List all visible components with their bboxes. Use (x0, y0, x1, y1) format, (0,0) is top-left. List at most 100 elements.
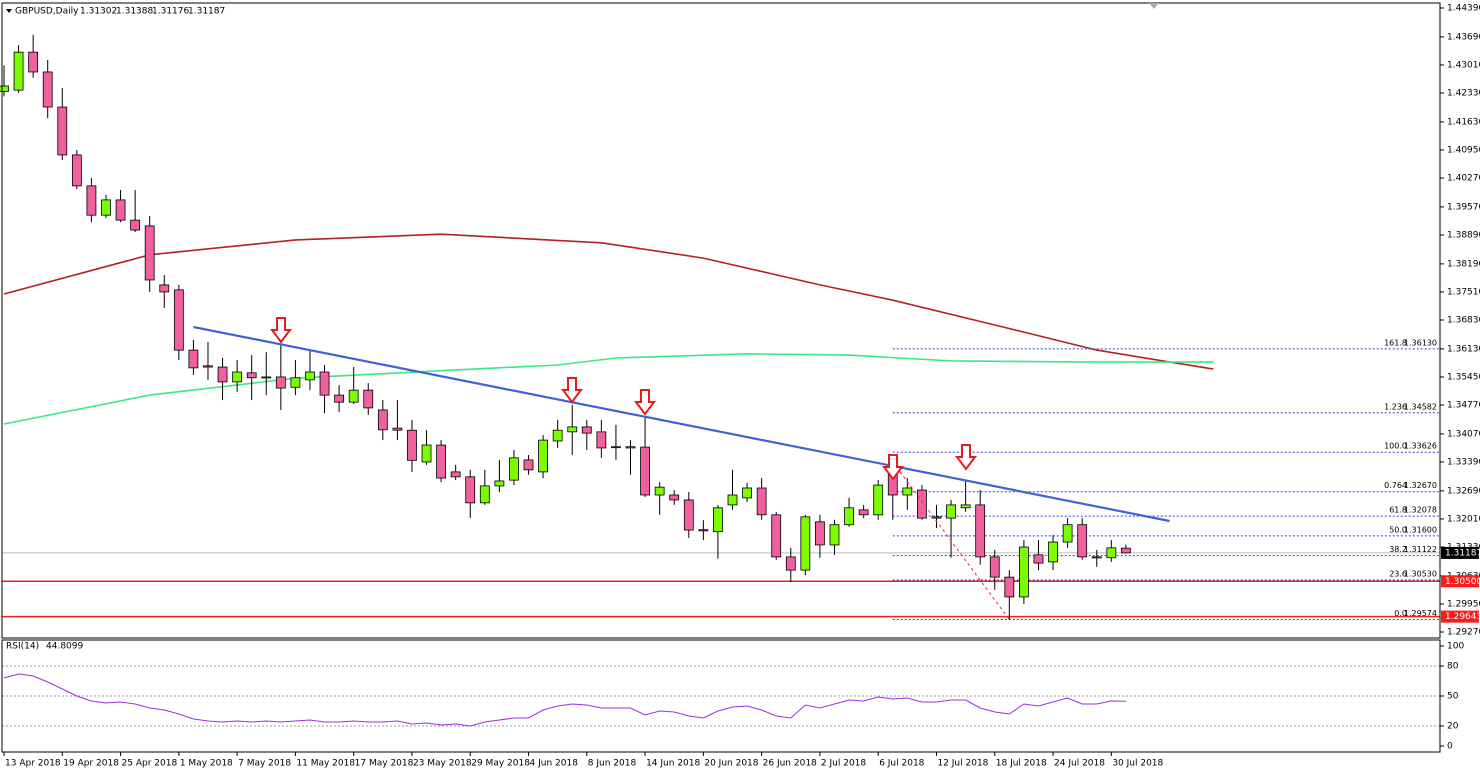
x-tick-label: 19 Apr 2018 (63, 759, 119, 769)
header-icon (6, 9, 12, 13)
fib-price: 1.31122 (1404, 545, 1437, 554)
candle-body (1091, 556, 1102, 559)
y-tick-label: 1.32690 (1447, 486, 1480, 496)
arrows (270, 317, 977, 481)
candle-body (669, 494, 680, 501)
candle-body (159, 284, 170, 293)
y-tick-label: 1.29950 (1447, 599, 1480, 609)
fib-ratio: 38.2 (1389, 545, 1407, 554)
rsi-tick-label: 50 (1447, 692, 1459, 702)
candle-body (931, 516, 942, 519)
y-tick-label: 1.29270 (1447, 628, 1480, 638)
x-tick-label: 18 Jul 2018 (996, 759, 1047, 769)
candle-body (960, 504, 971, 509)
candle-body (494, 480, 505, 487)
price-label: 1.29643 (1445, 612, 1480, 622)
candle-body (130, 219, 141, 231)
candle-body (71, 154, 82, 187)
x-tick-label: 8 Jun 2018 (588, 759, 637, 769)
candle-body (407, 429, 417, 461)
fib-price: 1.32670 (1404, 481, 1437, 490)
candle-body (815, 521, 825, 546)
candle-body (115, 199, 126, 221)
candle-body (188, 349, 199, 369)
candle-body (858, 509, 869, 516)
arrow (270, 317, 292, 344)
y-tick-label: 1.34770 (1447, 401, 1480, 411)
candle-body (1019, 546, 1029, 598)
symbol-title: GBPUSD,Daily (15, 7, 79, 17)
rsi-line (3, 673, 1126, 727)
candle-body (465, 476, 476, 504)
candle-body (232, 371, 243, 383)
candle-body (334, 394, 345, 403)
candle-body (348, 389, 359, 403)
candle-body (567, 426, 578, 433)
header: GBPUSD,Daily 1.31302 1.31388 1.31176 1.3… (6, 7, 225, 17)
x-tick-label: 30 Jul 2018 (1112, 759, 1163, 769)
candle-body (1120, 547, 1131, 554)
fib-ratio: 0.764 (1384, 481, 1407, 490)
candle-body (523, 459, 534, 471)
price-label-box (1441, 546, 1479, 559)
fib-price: 1.30530 (1404, 570, 1437, 579)
candle-body (290, 377, 301, 388)
candle-body (975, 504, 986, 558)
fib-price: 1.34582 (1404, 402, 1437, 411)
candle-body (0, 85, 9, 92)
x-tick-label: 20 Jun 2018 (704, 759, 758, 769)
price-frame (1, 2, 1441, 639)
rsi-frame (1, 639, 1441, 753)
rsi-tick-label: 80 (1447, 662, 1459, 672)
candle-body (101, 199, 111, 216)
candle-body (611, 446, 621, 449)
candle-body (654, 486, 665, 496)
y-tick-label: 1.38890 (1447, 230, 1480, 240)
fib-ratio: 1.236 (1384, 402, 1407, 411)
fib-ratio: 161.8 (1384, 338, 1407, 347)
x-tick-label: 2 Jul 2018 (821, 759, 866, 769)
plot-layer: 1.44390 1.43690 1.43010 1.42330 1.41630 1.409… (0, 3, 1480, 769)
moving-average (3, 352, 1214, 425)
candle-body (756, 487, 767, 516)
fib-price: 1.33626 (1404, 442, 1437, 451)
candle-body (713, 507, 723, 533)
x-tick-label: 4 Jun 2018 (530, 759, 579, 769)
x-tick-label: 29 May 2018 (471, 759, 530, 769)
candle-body (305, 371, 315, 381)
candle-body (946, 504, 956, 519)
x-tick-label: 14 Jun 2018 (646, 759, 700, 769)
fib-ratio: 0.0 (1394, 609, 1407, 618)
fib-price: 1.36130 (1404, 338, 1437, 347)
candle-body (538, 439, 548, 473)
moving-average (3, 233, 1214, 370)
candle-body (1033, 554, 1044, 564)
y-tick-label: 1.43010 (1447, 60, 1480, 70)
y-tick-label: 1.44390 (1447, 3, 1480, 13)
candle-body (1077, 524, 1088, 558)
current-price-label: 1.31187 (1445, 548, 1480, 558)
y-tick-label: 1.35450 (1447, 372, 1480, 382)
arrow (561, 377, 583, 404)
candle-body (698, 529, 709, 532)
fib-price: 1.32078 (1404, 506, 1437, 515)
fib-ratio: 61.8 (1389, 506, 1407, 515)
header-close: 1.31187 (188, 7, 225, 17)
candle-body (217, 366, 228, 383)
fib-price: 1.29574 (1404, 609, 1437, 618)
candle-body (28, 51, 39, 73)
header-low: 1.31176 (152, 7, 189, 17)
fib-ratio: 100.0 (1384, 442, 1407, 451)
y-tick-label: 1.34070 (1447, 429, 1480, 439)
x-tick-label: 11 May 2018 (296, 759, 355, 769)
candle-body (640, 446, 650, 496)
y-tick-label: 1.36830 (1447, 316, 1480, 326)
candle-body (989, 556, 1000, 578)
rsi-value: 44.8099 (46, 642, 83, 652)
candle-body (902, 487, 913, 496)
arrow (634, 389, 656, 416)
candle-body (581, 426, 592, 434)
candle-body (246, 372, 257, 379)
